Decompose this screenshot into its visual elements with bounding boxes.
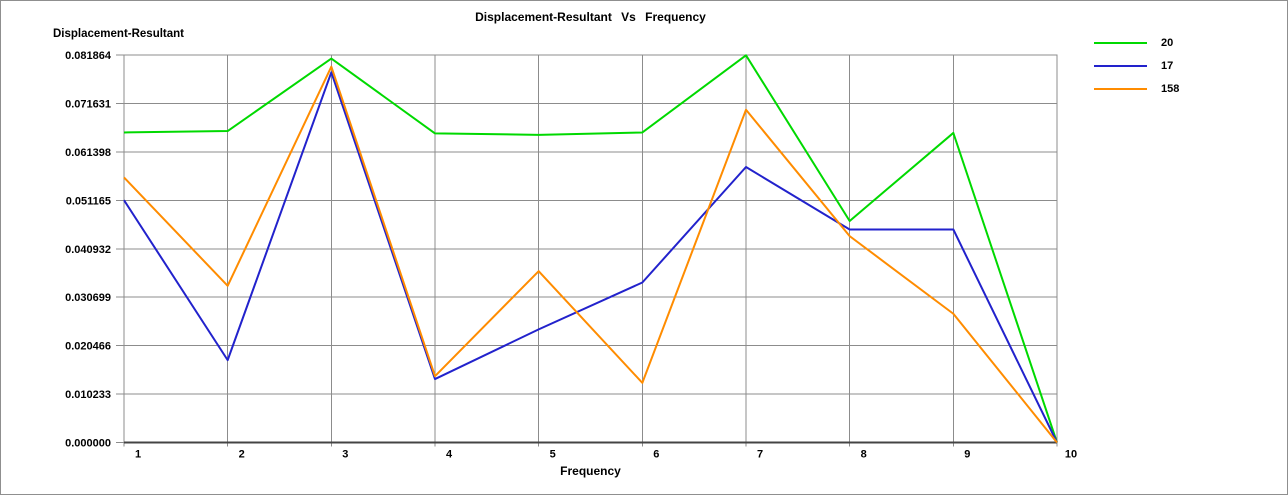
y-tick-label: 0.051165: [66, 195, 111, 207]
x-tick-label: 6: [653, 449, 659, 461]
legend: 20 17 158: [1094, 31, 1179, 100]
y-tick-label: 0.010233: [65, 389, 111, 401]
y-tick-label: 0.071631: [65, 98, 111, 110]
legend-item: 158: [1094, 77, 1179, 100]
y-axis-title: Displacement-Resultant: [53, 28, 185, 40]
y-tick-label: 0.000000: [65, 438, 111, 450]
x-tick-label: 1: [135, 449, 141, 461]
legend-item: 17: [1094, 54, 1179, 77]
y-tick-label: 0.030699: [65, 292, 111, 304]
y-tick-label: 0.040932: [65, 244, 111, 256]
x-tick-label: 8: [861, 449, 867, 461]
x-tick-label: 7: [757, 449, 763, 461]
legend-line-swatch: [1094, 64, 1147, 67]
series-line-17: [123, 71, 1058, 443]
y-tick-label: 0.081864: [65, 50, 112, 62]
series-line-20: [123, 54, 1058, 443]
legend-label: 17: [1161, 59, 1174, 72]
x-tick-label: 5: [550, 449, 556, 461]
legend-label: 20: [1161, 36, 1174, 49]
legend-item: 20: [1094, 31, 1179, 54]
x-tick-label: 10: [1065, 449, 1077, 461]
y-tick-label: 0.061398: [65, 147, 111, 159]
legend-line-swatch: [1094, 41, 1147, 44]
series-line-158: [123, 65, 1058, 444]
legend-line-swatch: [1094, 87, 1147, 90]
x-tick-label: 9: [964, 449, 970, 461]
chart-title: Displacement-Resultant Vs Frequency: [475, 10, 706, 24]
legend-label: 158: [1161, 82, 1180, 95]
y-tick-label: 0.020466: [65, 341, 111, 353]
x-tick-label: 3: [342, 449, 348, 461]
x-tick-label: 4: [446, 449, 453, 461]
x-axis-title: Frequency: [560, 464, 621, 478]
x-tick-label: 2: [239, 449, 245, 461]
